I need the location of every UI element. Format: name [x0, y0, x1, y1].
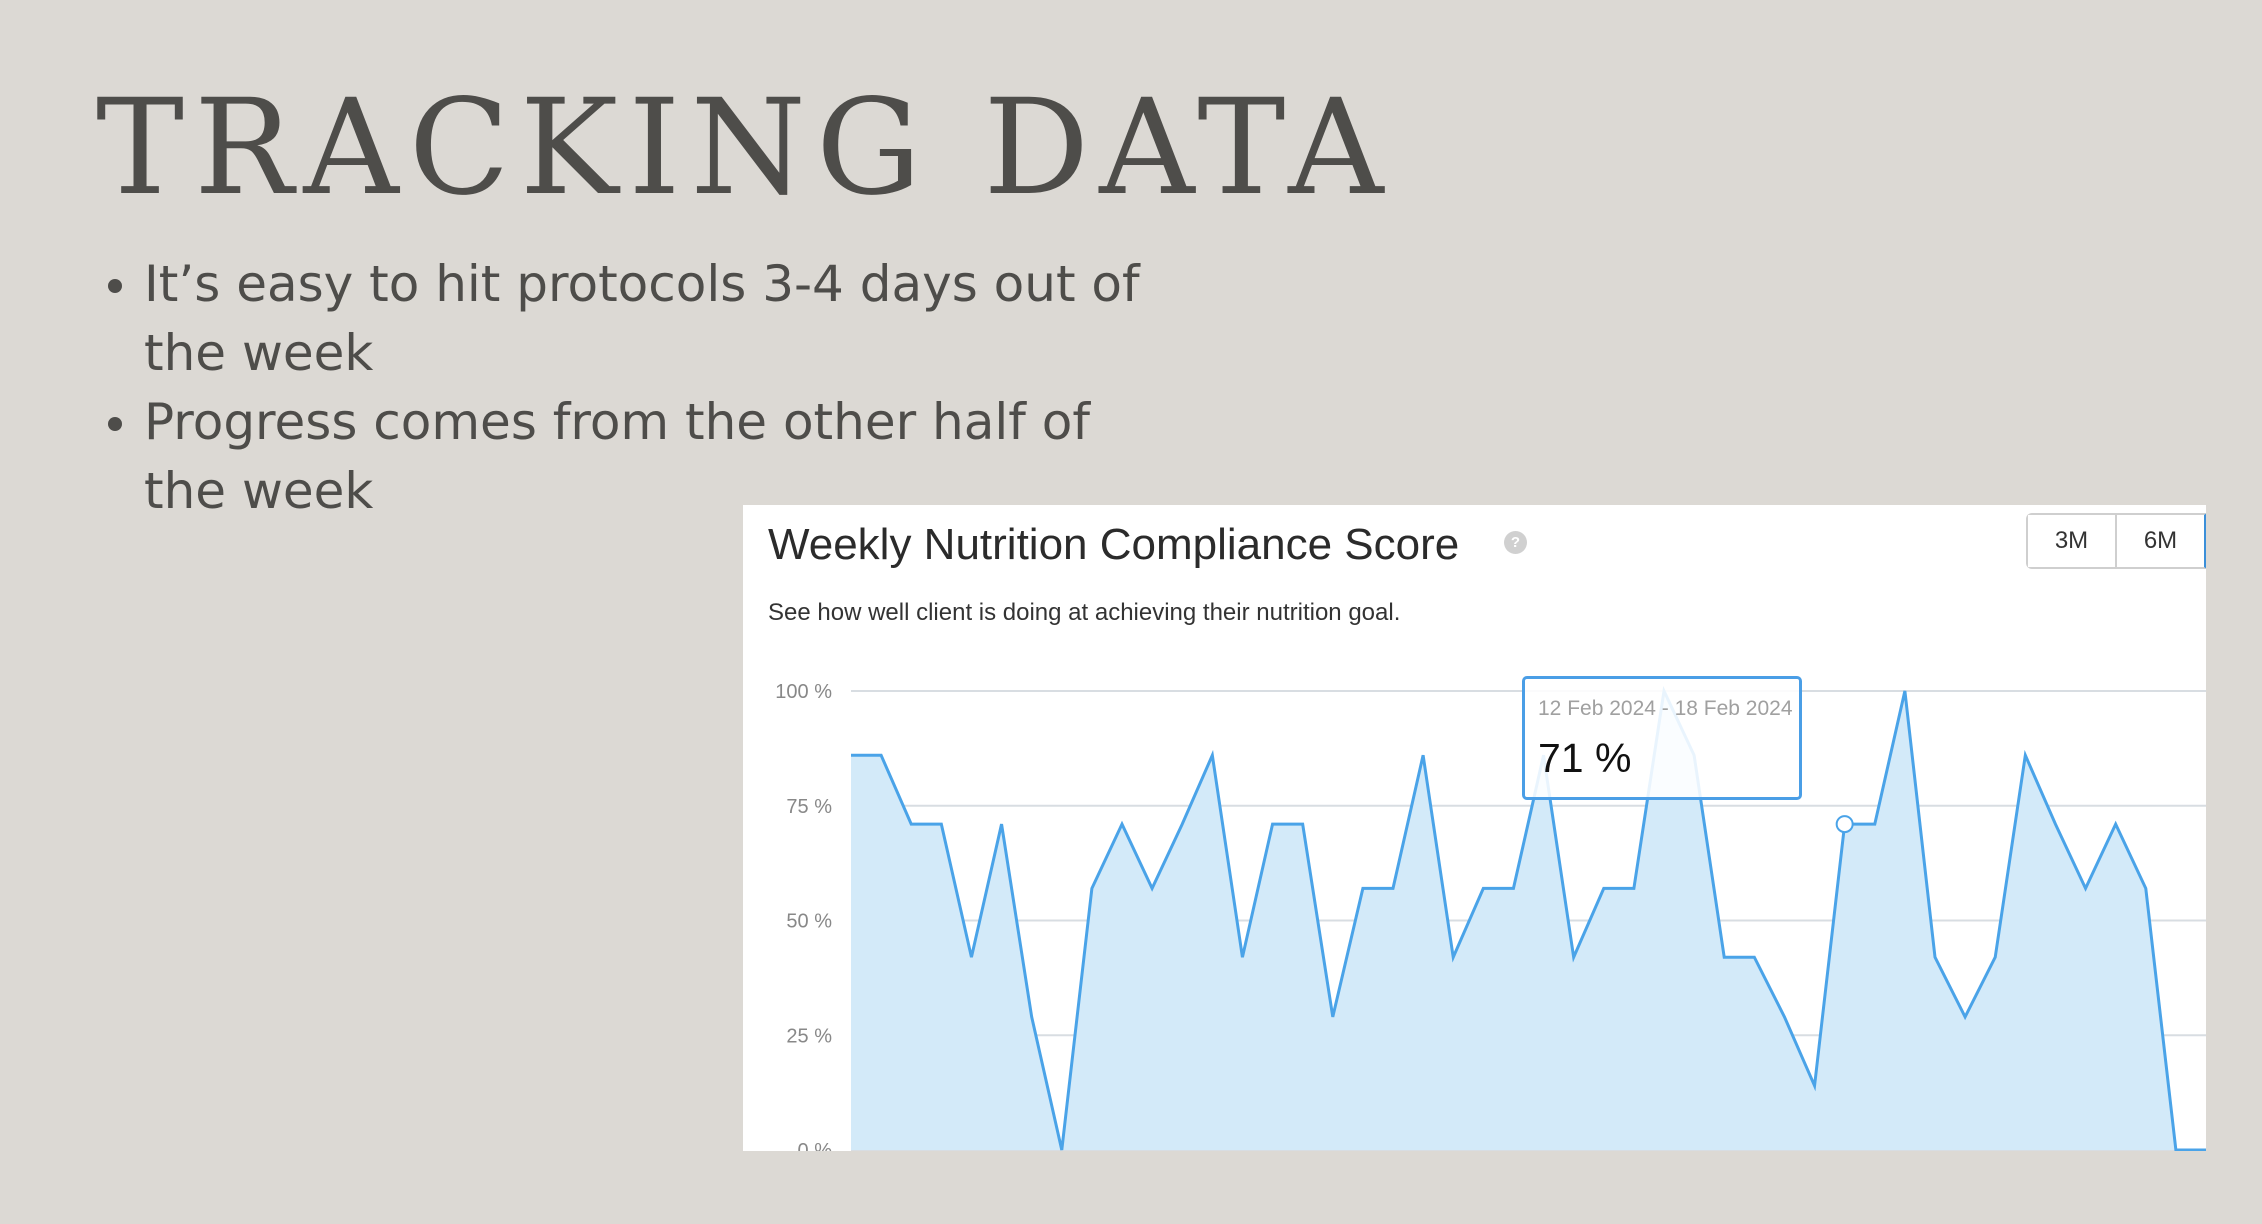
data-point[interactable]: [1086, 882, 1098, 894]
data-point[interactable]: [2110, 818, 2122, 830]
chart-tooltip: 12 Feb 2024 - 18 Feb 2024 71 %: [1522, 676, 1802, 800]
series-area: [851, 691, 2206, 1150]
data-point[interactable]: [996, 818, 1008, 830]
data-point[interactable]: [2140, 882, 2152, 894]
data-point[interactable]: [1598, 882, 1610, 894]
data-point[interactable]: [1748, 951, 1760, 963]
help-icon[interactable]: ?: [1504, 531, 1527, 554]
data-point[interactable]: [1236, 951, 1248, 963]
data-point[interactable]: [1628, 882, 1640, 894]
compliance-chart-widget: Weekly Nutrition Compliance Score ? See …: [743, 505, 2206, 1151]
data-point[interactable]: [1176, 818, 1188, 830]
bullet-item: It’s easy to hit protocols 3-4 days out …: [104, 250, 1144, 388]
y-tick-label: 100 %: [775, 681, 832, 703]
data-point[interactable]: [1477, 882, 1489, 894]
data-point[interactable]: [965, 951, 977, 963]
range-selector: 3M 6M: [2026, 513, 2206, 569]
bullet-list: It’s easy to hit protocols 3-4 days out …: [104, 250, 1144, 526]
highlighted-data-point[interactable]: [1835, 815, 1854, 834]
data-point[interactable]: [1026, 1011, 1038, 1023]
data-point[interactable]: [1809, 1080, 1821, 1092]
data-point[interactable]: [1327, 1011, 1339, 1023]
data-point[interactable]: [1116, 818, 1128, 830]
compliance-area-chart: 0 % 25 % 50 % 75 % 100 %: [775, 681, 2206, 1151]
data-point[interactable]: [1267, 818, 1279, 830]
range-6m-button[interactable]: 6M: [2115, 515, 2204, 567]
data-point[interactable]: [1357, 882, 1369, 894]
data-point[interactable]: [2080, 882, 2092, 894]
data-point[interactable]: [1869, 818, 1881, 830]
data-point[interactable]: [1959, 1011, 1971, 1023]
widget-subtitle: See how well client is doing at achievin…: [768, 599, 1401, 626]
y-tick-label: 0 %: [798, 1140, 833, 1151]
tooltip-value: 71 %: [1538, 735, 1632, 781]
data-point[interactable]: [1417, 749, 1429, 761]
tooltip-date-range: 12 Feb 2024 - 18 Feb 2024: [1538, 697, 1793, 720]
y-tick-label: 50 %: [786, 911, 832, 933]
data-point[interactable]: [1778, 1011, 1790, 1023]
series-line: [851, 685, 2206, 1151]
data-point[interactable]: [1146, 882, 1158, 894]
y-tick-label: 25 %: [786, 1025, 832, 1047]
data-point[interactable]: [1929, 951, 1941, 963]
data-point[interactable]: [875, 749, 887, 761]
data-point[interactable]: [1989, 951, 2001, 963]
data-point[interactable]: [905, 818, 917, 830]
range-3m-button[interactable]: 3M: [2028, 515, 2115, 567]
data-point[interactable]: [935, 818, 947, 830]
data-point[interactable]: [845, 749, 857, 761]
data-point[interactable]: [1297, 818, 1309, 830]
data-point[interactable]: [1507, 882, 1519, 894]
data-point[interactable]: [1387, 882, 1399, 894]
data-point[interactable]: [1899, 685, 1911, 697]
data-point[interactable]: [1206, 749, 1218, 761]
y-tick-label: 75 %: [786, 796, 832, 818]
data-point[interactable]: [2200, 1144, 2206, 1151]
data-point[interactable]: [2019, 749, 2031, 761]
slide-title: TRACKING DATA: [96, 71, 1394, 225]
bullet-item: Progress comes from the other half of th…: [104, 388, 1144, 526]
widget-title: Weekly Nutrition Compliance Score: [768, 520, 1460, 569]
data-point[interactable]: [2049, 818, 2061, 830]
data-point[interactable]: [1447, 951, 1459, 963]
data-point[interactable]: [1568, 951, 1580, 963]
data-point[interactable]: [1718, 951, 1730, 963]
